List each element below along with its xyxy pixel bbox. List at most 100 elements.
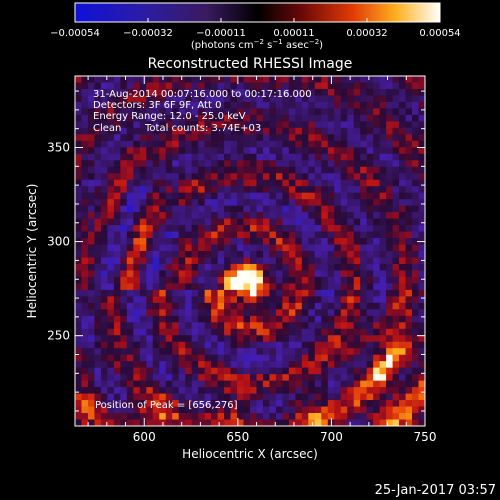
image-pixel (405, 218, 413, 226)
image-pixel (308, 205, 316, 213)
image-pixel (224, 387, 231, 394)
image-pixel (75, 108, 82, 116)
image-pixel (321, 354, 329, 362)
image-pixel (308, 328, 316, 336)
image-pixel (340, 413, 348, 420)
image-pixel (146, 361, 154, 369)
image-pixel (243, 186, 251, 194)
image-pixel (353, 114, 361, 122)
image-pixel (100, 244, 108, 252)
image-pixel (256, 341, 264, 349)
image-pixel (159, 212, 167, 219)
image-pixel (418, 82, 425, 90)
image-pixel (100, 82, 108, 90)
image-pixel (230, 270, 238, 278)
image-pixel (340, 76, 348, 83)
image-pixel (412, 231, 419, 239)
image-pixel (399, 380, 406, 388)
image-pixel (165, 76, 173, 83)
image-pixel (87, 322, 95, 330)
image-pixel (204, 361, 212, 369)
image-pixel (314, 238, 322, 245)
image-pixel (308, 153, 316, 161)
image-pixel (94, 328, 102, 336)
image-pixel (314, 322, 322, 330)
image-pixel (340, 315, 348, 323)
image-pixel (399, 76, 406, 83)
image-pixel (198, 166, 205, 174)
image-pixel (165, 186, 173, 194)
image-pixel (139, 322, 147, 330)
image-pixel (256, 296, 264, 304)
image-pixel (75, 179, 82, 187)
image-pixel (217, 244, 225, 252)
image-pixel (107, 276, 115, 284)
image-pixel (185, 328, 193, 336)
image-pixel (366, 328, 374, 336)
image-pixel (269, 322, 277, 330)
image-pixel (217, 374, 225, 381)
image-pixel (211, 95, 218, 103)
image-pixel (75, 328, 82, 336)
image-pixel (366, 413, 374, 420)
image-pixel (392, 341, 400, 349)
image-pixel (230, 322, 238, 330)
image-pixel (262, 225, 270, 232)
image-pixel (327, 257, 335, 265)
image-pixel (87, 108, 95, 116)
image-pixel (94, 82, 102, 90)
image-pixel (191, 341, 199, 349)
image-pixel (275, 121, 283, 129)
image-pixel (159, 108, 167, 116)
image-pixel (165, 283, 173, 291)
image-pixel (301, 218, 309, 226)
image-pixel (75, 95, 82, 103)
image-pixel (107, 263, 115, 271)
image-pixel (418, 276, 425, 284)
image-pixel (198, 218, 205, 226)
image-pixel (172, 114, 180, 122)
image-pixel (198, 309, 205, 317)
image-pixel (360, 367, 368, 375)
image-pixel (165, 309, 173, 317)
image-pixel (230, 108, 238, 116)
image-pixel (107, 218, 115, 226)
image-pixel (185, 95, 193, 103)
image-pixel (405, 328, 413, 336)
image-pixel (172, 108, 180, 116)
image-pixel (275, 166, 283, 174)
image-pixel (120, 354, 128, 362)
image-pixel (211, 212, 218, 219)
image-pixel (373, 173, 380, 181)
image-pixel (386, 173, 393, 181)
image-pixel (386, 88, 393, 96)
image-pixel (399, 134, 406, 142)
image-pixel (237, 367, 244, 375)
image-pixel (334, 354, 342, 362)
image-pixel (198, 238, 205, 245)
image-pixel (392, 270, 400, 278)
image-pixel (269, 76, 277, 83)
image-pixel (133, 302, 141, 310)
image-pixel (165, 257, 173, 265)
image-pixel (308, 140, 316, 148)
image-pixel (139, 166, 147, 174)
image-pixel (373, 153, 380, 161)
image-pixel (256, 179, 264, 187)
image-pixel (262, 166, 270, 174)
image-pixel (243, 400, 251, 407)
image-pixel (321, 315, 329, 323)
image-pixel (237, 270, 244, 278)
image-pixel (288, 257, 296, 265)
image-pixel (230, 283, 238, 291)
image-pixel (256, 251, 264, 258)
image-pixel (217, 192, 225, 200)
image-pixel (412, 179, 419, 187)
image-pixel (172, 238, 180, 245)
image-pixel (275, 114, 283, 122)
image-pixel (133, 289, 141, 297)
image-pixel (185, 380, 193, 388)
image-pixel (113, 147, 121, 155)
image-pixel (211, 114, 218, 122)
